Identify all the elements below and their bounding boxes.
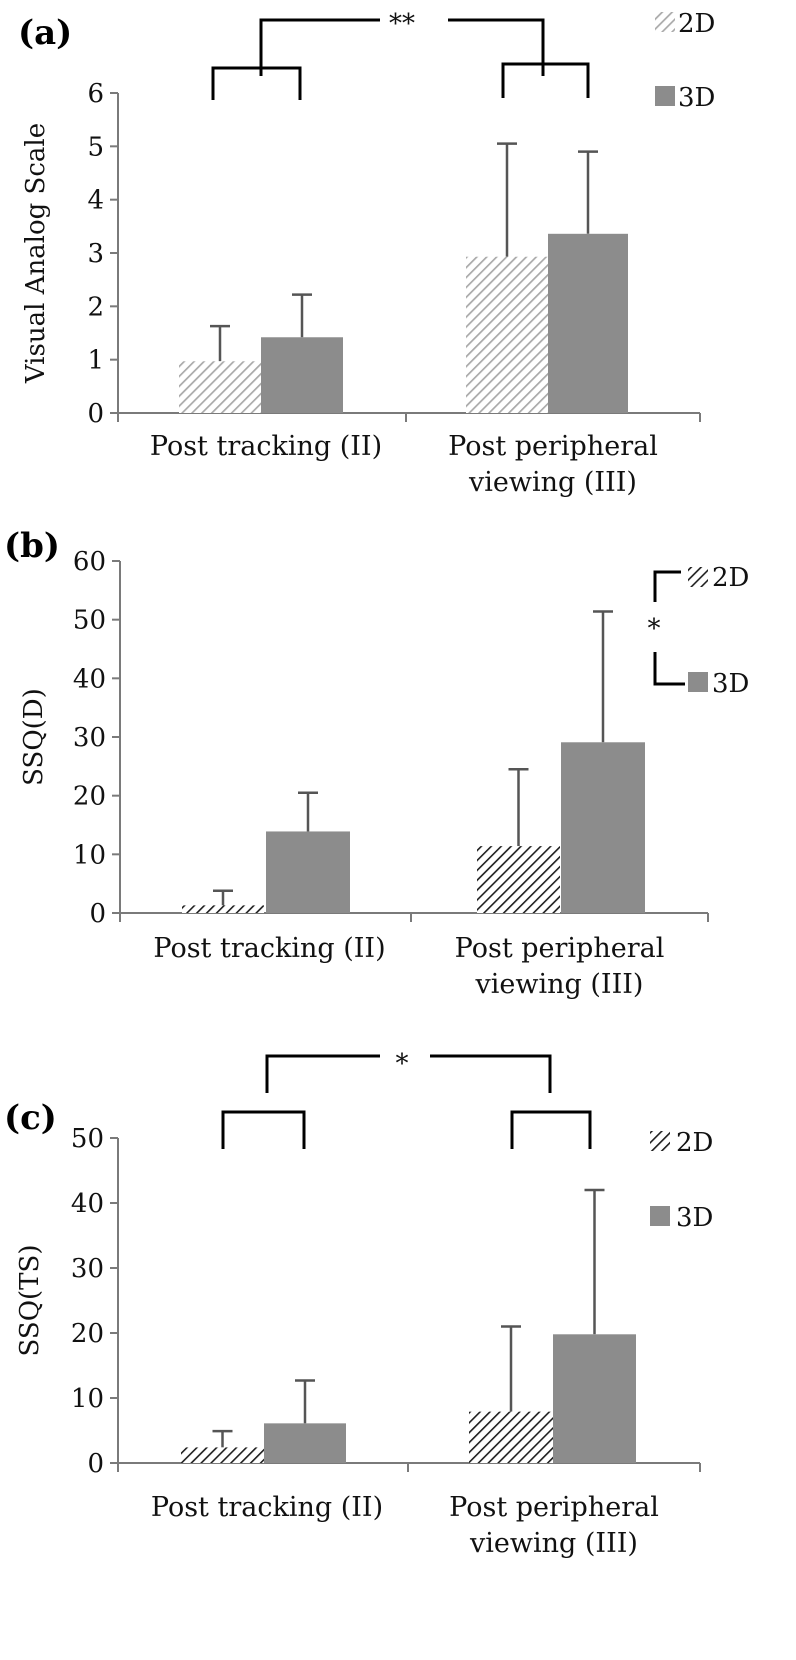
- y-tick-label: 40: [71, 1189, 104, 1219]
- panel-label: (b): [4, 526, 60, 566]
- legend-label-3d: 3D: [676, 1203, 713, 1233]
- x-category-label: Post peripheral: [448, 431, 658, 462]
- significance-bracket-outer-right: [430, 1054, 552, 1093]
- legend-label-2d: 2D: [678, 9, 715, 39]
- y-tick-label: 5: [87, 132, 104, 162]
- bar-2d: [477, 846, 560, 913]
- y-tick-label: 3: [87, 239, 104, 269]
- y-tick-label: 40: [73, 664, 106, 694]
- y-tick-label: 50: [73, 606, 106, 636]
- y-tick-label: 4: [87, 186, 104, 216]
- x-category-label: viewing (III): [469, 1528, 638, 1559]
- bar-2d: [181, 1447, 264, 1463]
- y-tick-label: 0: [87, 1449, 104, 1479]
- significance-label: *: [396, 1049, 409, 1079]
- x-category-label: Post peripheral: [455, 933, 665, 964]
- x-category-label: viewing (III): [468, 467, 637, 498]
- significance-bracket-lower: [653, 652, 685, 686]
- y-tick-label: 1: [87, 346, 104, 376]
- y-tick-label: 2: [87, 292, 104, 322]
- significance-bracket-outer-right: [448, 18, 545, 76]
- bar-3d: [553, 1334, 636, 1463]
- significance-label: *: [648, 614, 661, 644]
- x-category-label: Post tracking (II): [150, 431, 382, 462]
- legend-swatch-3d: [688, 672, 708, 692]
- significance-bracket-inner: [501, 62, 590, 98]
- y-tick-label: 20: [73, 782, 106, 812]
- bar-3d: [548, 233, 628, 413]
- legend-swatch-2d: [650, 1131, 670, 1151]
- legend-label-2d: 2D: [712, 563, 749, 593]
- chart-panel-2: (b) 0 10 20 30 40 50 60 SSQ(D) Post tracking (II)…: [4, 526, 749, 1000]
- bar-2d: [466, 256, 548, 413]
- y-tick-label: 20: [71, 1319, 104, 1349]
- bar-3d: [264, 1423, 346, 1463]
- y-tick-label: 6: [87, 79, 104, 109]
- panel-label: (c): [4, 1098, 57, 1138]
- x-category-label: Post tracking (II): [151, 1492, 383, 1523]
- x-category-label: Post peripheral: [449, 1492, 659, 1523]
- y-axis-title: Visual Analog Scale: [21, 123, 51, 384]
- significance-bracket-inner: [221, 1110, 306, 1149]
- panel-label: (a): [18, 13, 72, 53]
- significance-bracket-inner: [510, 1110, 592, 1149]
- legend-swatch-2d: [688, 567, 708, 587]
- significance-bracket-outer-left: [265, 1054, 380, 1093]
- legend-swatch-2d: [655, 12, 675, 32]
- legend-label-3d: 3D: [712, 669, 749, 699]
- y-tick-label: 30: [73, 723, 106, 753]
- bar-2d: [179, 361, 261, 413]
- bar-2d: [469, 1411, 553, 1463]
- legend-label-3d: 3D: [678, 83, 715, 113]
- significance-bracket-outer-left: [259, 18, 380, 76]
- chart-panel-1: (a) 0 1 2 3 4 5 6 Visual Analog Scale Post tracki…: [18, 9, 715, 498]
- bar-3d: [266, 831, 350, 913]
- x-category-label: viewing (III): [475, 969, 644, 1000]
- y-tick-label: 10: [73, 840, 106, 870]
- y-axis-title: SSQ(D): [19, 688, 49, 786]
- significance-label: **: [389, 9, 415, 39]
- chart-panel-3: (c) 0 10 20 30 40 50 SSQ(TS) Post tracking (II) P…: [4, 1049, 713, 1559]
- significance-bracket-inner: [211, 66, 302, 100]
- y-tick-label: 30: [71, 1254, 104, 1284]
- legend-swatch-3d: [655, 86, 675, 106]
- y-tick-label: 0: [89, 899, 106, 929]
- y-axis-title: SSQ(TS): [15, 1245, 45, 1357]
- y-tick-label: 0: [87, 399, 104, 429]
- bar-3d: [561, 742, 645, 913]
- bar-2d: [182, 905, 264, 913]
- x-category-label: Post tracking (II): [153, 933, 385, 964]
- y-tick-label: 10: [71, 1384, 104, 1414]
- bar-3d: [261, 337, 343, 413]
- y-tick-label: 50: [71, 1124, 104, 1154]
- legend-swatch-3d: [650, 1206, 670, 1226]
- legend-label-2d: 2D: [676, 1128, 713, 1158]
- y-tick-label: 60: [73, 547, 106, 577]
- significance-bracket-upper: [653, 570, 681, 602]
